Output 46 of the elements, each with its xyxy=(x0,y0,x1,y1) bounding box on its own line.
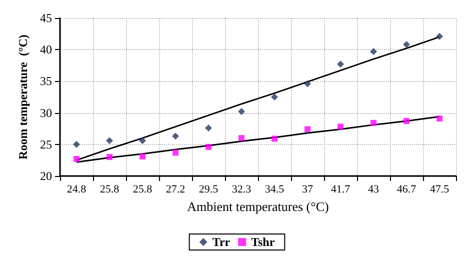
point xyxy=(205,124,212,132)
y-tick-label: 45 xyxy=(40,11,52,25)
point xyxy=(74,156,80,162)
point xyxy=(106,154,112,160)
legend-label: Tshr xyxy=(251,235,276,249)
y-tick-label: 25 xyxy=(40,137,52,152)
point xyxy=(271,94,278,100)
point xyxy=(370,48,377,55)
point xyxy=(370,120,376,126)
point xyxy=(337,60,344,68)
y-axis-title: Room temperature (°C) xyxy=(16,34,30,160)
point xyxy=(238,108,245,116)
point xyxy=(403,41,410,48)
x-tick-label: 43 xyxy=(368,184,380,196)
point xyxy=(172,150,178,156)
legend-label: Trr xyxy=(212,235,231,249)
x-tick-label: 25.8 xyxy=(132,184,153,196)
x-tick-label: 47.5 xyxy=(430,184,450,196)
x-tick-label: 34.5 xyxy=(264,184,285,196)
point xyxy=(73,140,80,148)
y-tick-label: 20 xyxy=(40,169,52,183)
y-tick-label: 40 xyxy=(40,42,52,57)
point xyxy=(304,80,311,88)
point xyxy=(304,126,310,132)
point xyxy=(338,124,344,130)
point xyxy=(172,132,179,140)
point xyxy=(272,136,278,142)
point xyxy=(206,144,212,150)
point xyxy=(404,118,410,124)
point xyxy=(106,137,113,144)
x-tick-label: 41.7 xyxy=(330,184,351,196)
point xyxy=(436,32,443,40)
x-tick-label: 29.5 xyxy=(198,184,219,196)
x-tick-label: 37 xyxy=(302,184,314,196)
point xyxy=(238,135,244,142)
x-tick-label: 27.2 xyxy=(166,184,186,196)
x-tick-label: 25.8 xyxy=(100,184,120,196)
x-tick-label: 24.8 xyxy=(66,184,87,196)
y-tick-label: 35 xyxy=(40,74,52,88)
point xyxy=(140,153,146,160)
x-tick-label: 32.3 xyxy=(232,184,252,196)
point xyxy=(436,115,442,122)
x-tick-label: 46.7 xyxy=(396,184,417,196)
point xyxy=(139,137,146,144)
y-tick-label: 30 xyxy=(40,106,52,120)
x-axis-title: Ambient temperatures (°C) xyxy=(187,198,329,214)
